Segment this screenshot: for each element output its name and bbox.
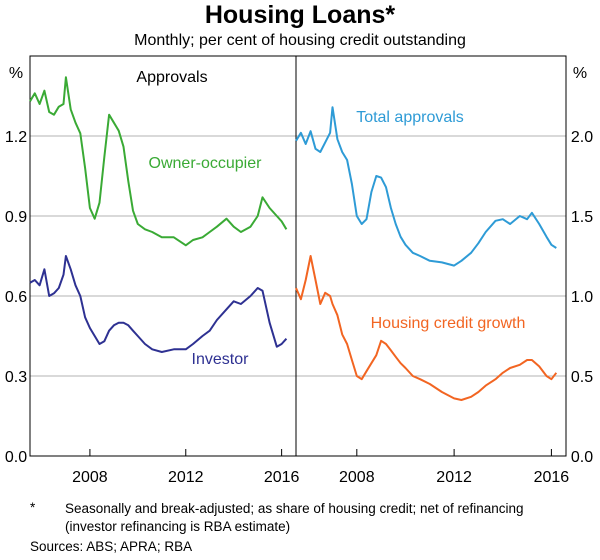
y-tick-label: 0.6 (5, 289, 27, 306)
annotation-housing-credit-growth: Housing credit growth (371, 315, 526, 332)
chart-subtitle: Monthly; per cent of housing credit outs… (134, 32, 466, 49)
x-tick-label: 2012 (168, 469, 204, 486)
y-tick-label: 1.0 (571, 289, 593, 306)
y-tick-label: 2.0 (571, 129, 593, 146)
panel-title-approvals: Approvals (136, 69, 207, 86)
series-lines (29, 76, 558, 401)
y-tick-label: 0.5 (571, 369, 593, 386)
series-line-housing-credit-growth (295, 255, 558, 401)
footnote: Seasonally and break-adjusted; as share … (65, 501, 524, 534)
annotation-total-approvals: Total approvals (356, 109, 464, 126)
series-line-owner-occupier (29, 76, 288, 247)
footnote-mark: * (30, 500, 36, 515)
x-tick-label: 2012 (436, 469, 472, 486)
series-line-total-approvals (295, 106, 557, 267)
panel-frames (29, 55, 567, 457)
x-tick-label: 2008 (339, 469, 375, 486)
right-panel-frame (295, 55, 567, 457)
gridlines (30, 135, 566, 377)
x-tick-label: 2016 (264, 469, 300, 486)
left-unit-label: % (9, 65, 23, 82)
y-tick-label: 1.5 (571, 209, 593, 226)
y-tick-label: 0.0 (571, 449, 593, 466)
y-tick-label: 1.2 (5, 129, 27, 146)
x-tick-label: 2008 (72, 469, 108, 486)
y-tick-label: 0.3 (5, 369, 27, 386)
y-tick-label: 0.9 (5, 209, 27, 226)
left-panel-frame (29, 55, 297, 457)
y-tick-label: 0.0 (5, 449, 27, 466)
series-line-investor (29, 255, 288, 353)
chart-title: Housing Loans* (204, 1, 396, 29)
annotation-investor: Investor (192, 351, 250, 368)
x-tick-label: 2016 (534, 469, 570, 486)
sources: Sources: ABS; APRA; RBA (30, 539, 193, 554)
annotation-owner-occupier: Owner-occupier (149, 155, 263, 172)
x-ticks (89, 449, 552, 456)
right-unit-label: % (573, 65, 587, 82)
